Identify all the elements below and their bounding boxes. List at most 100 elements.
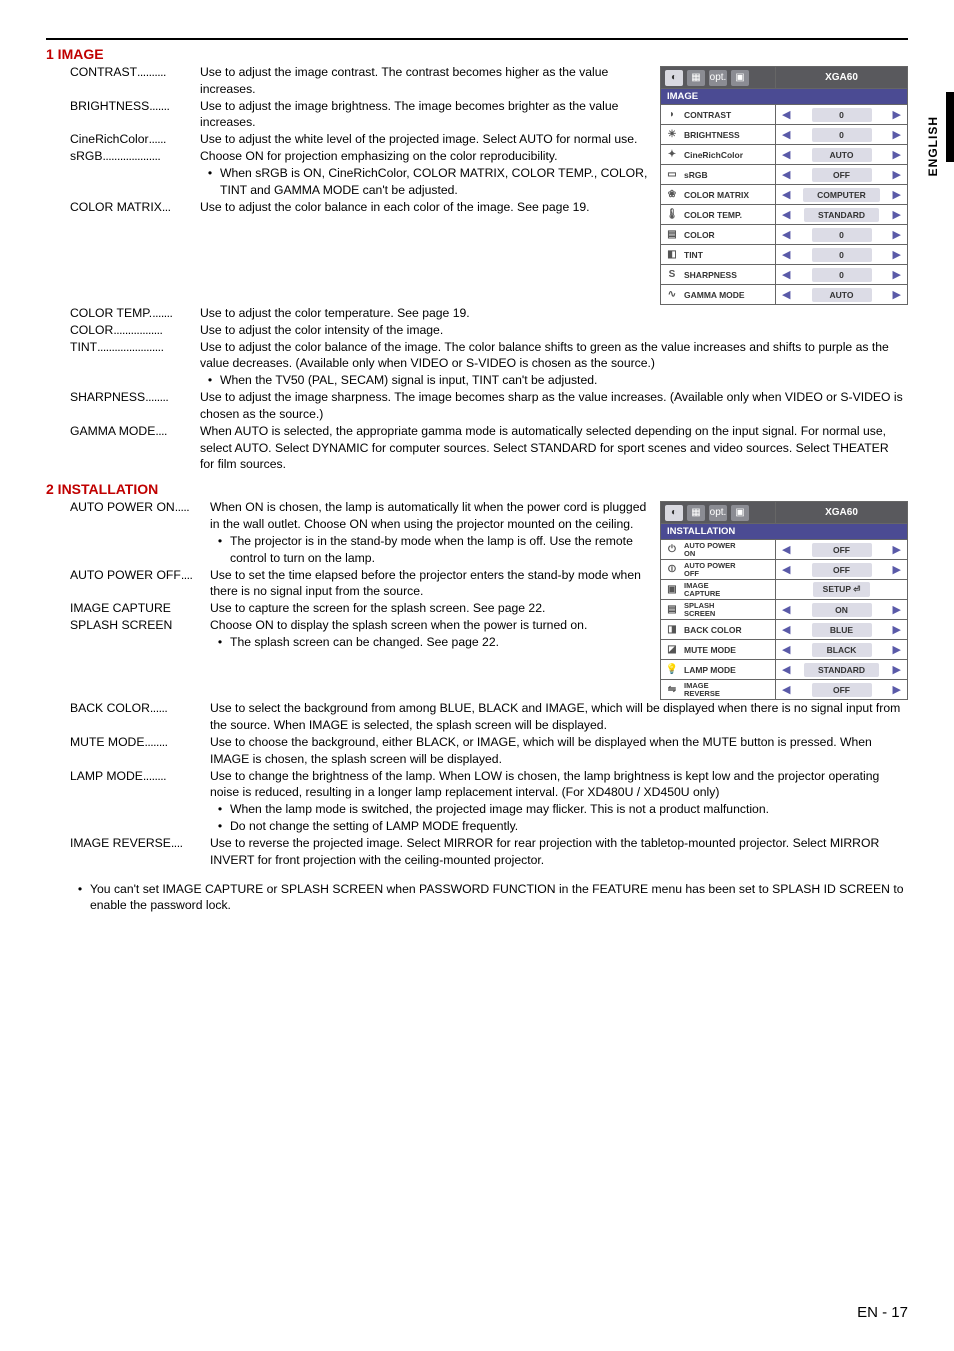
arrow-left-icon: ◀ <box>782 543 790 556</box>
menu-row-value: AUTO <box>812 148 872 162</box>
menu-row-value: STANDARD <box>804 663 879 677</box>
arrow-right-icon: ▶ <box>893 228 901 241</box>
definition-label: CineRichColor...... <box>46 131 200 148</box>
menu-row-label: 🌡COLOR TEMP. <box>661 205 776 225</box>
definition-body: Choose ON to display the splash screen w… <box>210 617 654 634</box>
menu-row-icon: ⏼ <box>665 564 679 576</box>
menu-tab-icon: ▣ <box>731 505 749 521</box>
menu-header: ◐▦opt.▣ XGA60 <box>661 67 908 89</box>
menu-row: ◨BACK COLOR ◀ BLUE ▶ <box>661 620 908 640</box>
menu-row-value-cell: ◀ 0 ▶ <box>776 245 908 265</box>
bullet-icon: • <box>200 165 220 199</box>
menu-row-icon: ⇋ <box>665 684 679 696</box>
definition-row: COLOR MATRIX... Use to adjust the color … <box>46 199 654 216</box>
section-2-title: 2 INSTALLATION <box>46 481 908 497</box>
arrow-right-icon: ▶ <box>893 188 901 201</box>
definition-body: Use to adjust the color balance in each … <box>200 199 654 216</box>
arrow-right-icon: ▶ <box>893 543 901 556</box>
menu-row-icon: ☀ <box>665 129 679 141</box>
arrow-left-icon: ◀ <box>782 643 790 656</box>
menu-row-icon: 🌡 <box>665 209 679 221</box>
bullet-icon: • <box>70 881 90 915</box>
menu-row-value: AUTO <box>812 288 872 302</box>
menu-row-value-cell: ◀ OFF ▶ <box>776 680 908 700</box>
definition-label: COLOR................. <box>46 322 200 339</box>
definition-row: AUTO POWER ON..... When ON is chosen, th… <box>46 499 654 533</box>
menu-row-value: OFF <box>812 683 872 697</box>
definition-row: sRGB.................... Choose ON for p… <box>46 148 654 165</box>
bullet-text: When the TV50 (PAL, SECAM) signal is inp… <box>220 372 908 389</box>
menu-row-value: 0 <box>812 228 872 242</box>
arrow-right-icon: ▶ <box>893 208 901 221</box>
menu-row-value-cell: ◀ OFF ▶ <box>776 165 908 185</box>
definition-body: Use to capture the screen for the splash… <box>210 600 654 617</box>
arrow-left-icon: ◀ <box>782 188 790 201</box>
menu-table: ◐▦opt.▣ XGA60 IMAGE ◗CONTRAST ◀ 0 ▶ ☀BRI… <box>660 66 908 305</box>
definition-body: Use to adjust the image sharpness. The i… <box>200 389 908 423</box>
menu-header: ◐▦opt.▣ XGA60 <box>661 502 908 524</box>
arrow-left-icon: ◀ <box>782 603 790 616</box>
definition-body: Use to adjust the image brightness. The … <box>200 98 654 132</box>
definition-body: Use to change the brightness of the lamp… <box>210 768 908 802</box>
definition-row: CineRichColor...... Use to adjust the wh… <box>46 131 654 148</box>
menu-row-value: OFF <box>812 168 872 182</box>
menu-section: INSTALLATION <box>661 524 908 540</box>
menu-row-icon: S <box>665 269 679 281</box>
definition-body: Use to select the background from among … <box>210 700 908 734</box>
menu-row: 💡LAMP MODE ◀ STANDARD ▶ <box>661 660 908 680</box>
definition-body: Use to adjust the white level of the pro… <box>200 131 654 148</box>
arrow-left-icon: ◀ <box>782 148 790 161</box>
definition-row: GAMMA MODE.... When AUTO is selected, th… <box>46 423 908 473</box>
menu-row-value-cell: ◀ AUTO ▶ <box>776 285 908 305</box>
footer-note: • You can't set IMAGE CAPTURE or SPLASH … <box>46 881 908 915</box>
menu-row-value: COMPUTER <box>803 188 880 202</box>
menu-row-icon: ▣ <box>665 584 679 596</box>
arrow-left-icon: ◀ <box>782 268 790 281</box>
definition-label: IMAGE CAPTURE <box>46 600 210 617</box>
menu-row-value-cell: ◀ AUTO ▶ <box>776 145 908 165</box>
menu-row-icon: ▤ <box>665 229 679 241</box>
menu-row-icon: ◨ <box>665 624 679 636</box>
menu-row-value: STANDARD <box>804 208 879 222</box>
definition-row: SHARPNESS........ Use to adjust the imag… <box>46 389 908 423</box>
menu-row: ◗CONTRAST ◀ 0 ▶ <box>661 105 908 125</box>
top-rule <box>46 38 908 40</box>
definition-label: SHARPNESS........ <box>46 389 200 423</box>
menu-row-value: SETUP ⏎ <box>813 582 871 597</box>
menu-row-label: ◨BACK COLOR <box>661 620 776 640</box>
definition-label: TINT....................... <box>46 339 200 373</box>
menu-tab-icon: ▣ <box>731 70 749 86</box>
bullet-text: When sRGB is ON, CineRichColor, COLOR MA… <box>220 165 654 199</box>
menu-row-value-cell: ◀ COMPUTER ▶ <box>776 185 908 205</box>
section-2-left: AUTO POWER ON..... When ON is chosen, th… <box>46 499 660 700</box>
menu-row: ▣IMAGECAPTURE SETUP ⏎ <box>661 580 908 600</box>
section-1-left: CONTRAST.......... Use to adjust the ima… <box>46 64 660 305</box>
bullet-icon: • <box>210 533 230 567</box>
menu-row: ⇋IMAGEREVERSE ◀ OFF ▶ <box>661 680 908 700</box>
menu-row-icon: ◗ <box>665 109 679 121</box>
definition-row: CONTRAST.......... Use to adjust the ima… <box>46 64 654 98</box>
definition-row: LAMP MODE........ Use to change the brig… <box>46 768 908 802</box>
menu-row-label: ▤COLOR <box>661 225 776 245</box>
menu-row-label: ✦CineRichColor <box>661 145 776 165</box>
menu-row: ◪MUTE MODE ◀ BLACK ▶ <box>661 640 908 660</box>
menu-image: ◐▦opt.▣ XGA60 IMAGE ◗CONTRAST ◀ 0 ▶ ☀BRI… <box>660 64 908 305</box>
menu-row: ∿GAMMA MODE ◀ AUTO ▶ <box>661 285 908 305</box>
definition-label: sRGB.................... <box>46 148 200 165</box>
section-1-title: 1 IMAGE <box>46 46 908 62</box>
menu-tab-icon: opt. <box>709 505 727 521</box>
menu-row: ▭sRGB ◀ OFF ▶ <box>661 165 908 185</box>
definition-label: LAMP MODE........ <box>46 768 210 802</box>
menu-tab-icon: opt. <box>709 70 727 86</box>
menu-row-value: OFF <box>812 543 872 557</box>
menu-install: ◐▦opt.▣ XGA60 INSTALLATION ⏻AUTO POWERON… <box>660 499 908 700</box>
arrow-right-icon: ▶ <box>893 663 901 676</box>
definition-row: MUTE MODE........ Use to choose the back… <box>46 734 908 768</box>
menu-section: IMAGE <box>661 89 908 105</box>
menu-row-value: 0 <box>812 108 872 122</box>
menu-row-label: ∿GAMMA MODE <box>661 285 776 305</box>
definition-body: When AUTO is selected, the appropriate g… <box>200 423 908 473</box>
menu-row-value: ON <box>812 603 872 617</box>
menu-row-value: OFF <box>812 563 872 577</box>
menu-row: ▤COLOR ◀ 0 ▶ <box>661 225 908 245</box>
